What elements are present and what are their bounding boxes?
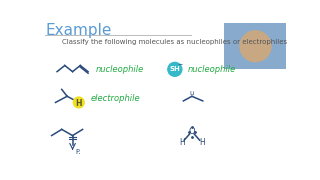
Text: H: H xyxy=(199,138,205,147)
Bar xyxy=(224,23,286,69)
Text: Classify the following molecules as nucleophiles or electrophiles: Classify the following molecules as nucl… xyxy=(62,39,287,45)
Text: F:: F: xyxy=(76,150,82,156)
Text: Li: Li xyxy=(189,91,195,96)
Text: nucleophile: nucleophile xyxy=(96,65,144,74)
Text: O: O xyxy=(188,127,195,136)
Circle shape xyxy=(168,62,182,76)
Text: H: H xyxy=(179,138,185,147)
Text: SH: SH xyxy=(170,66,180,72)
Text: electrophile: electrophile xyxy=(90,94,140,103)
Text: Example: Example xyxy=(45,22,112,38)
Text: −: − xyxy=(178,61,183,66)
Text: nucleophile: nucleophile xyxy=(188,65,236,74)
Text: H: H xyxy=(76,99,82,108)
Circle shape xyxy=(73,97,84,108)
Circle shape xyxy=(240,31,271,62)
